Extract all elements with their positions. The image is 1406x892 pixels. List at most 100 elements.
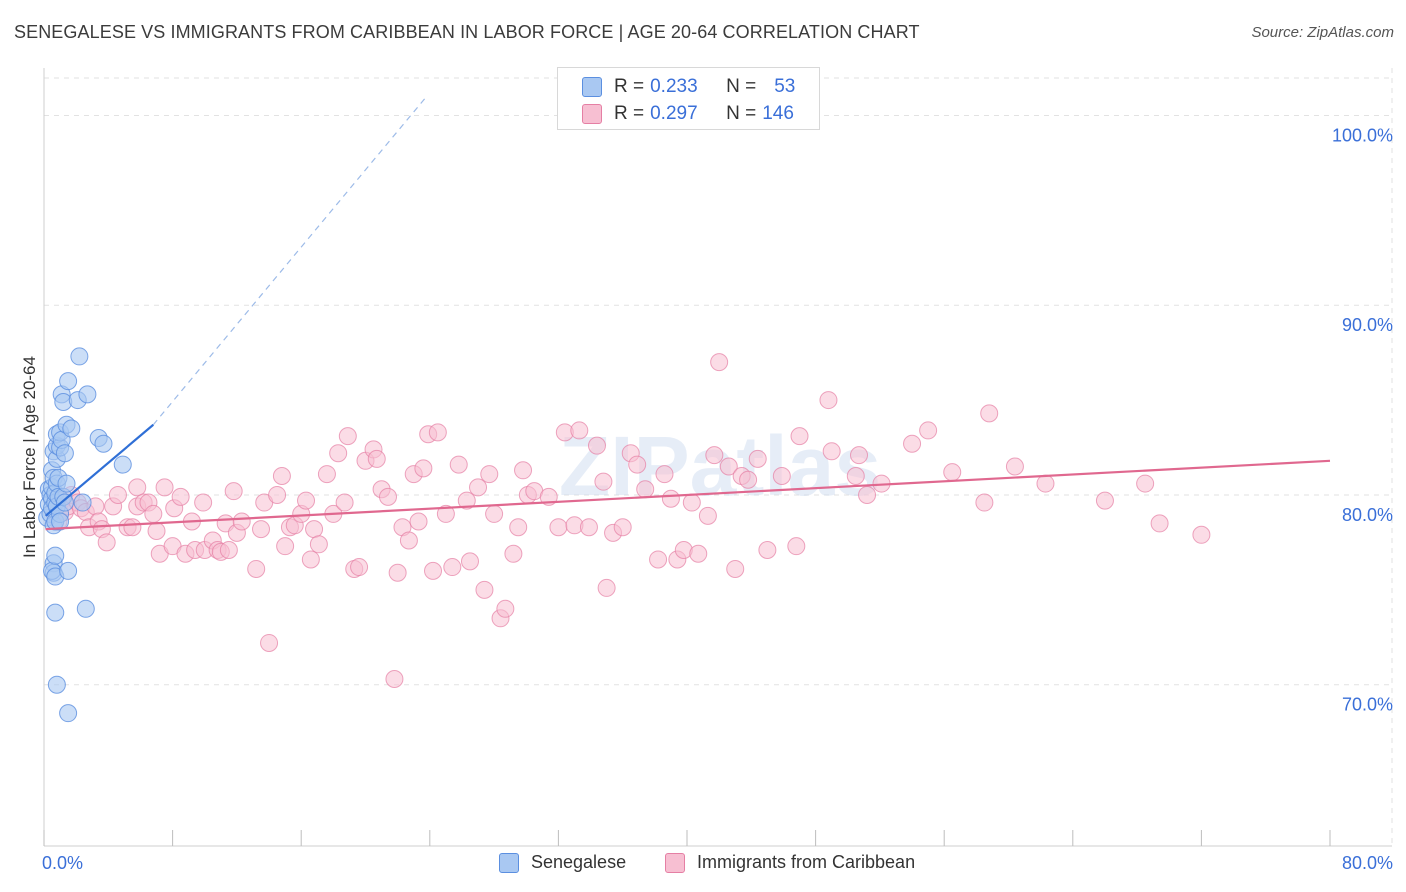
caribbean-point xyxy=(388,563,407,582)
legend-n-label: N = xyxy=(726,76,757,97)
caribbean-point xyxy=(367,449,386,468)
senegalese-point xyxy=(57,474,76,493)
legend-r-value: 0.233 xyxy=(650,76,698,97)
caribbean-point xyxy=(649,550,668,569)
caribbean-point xyxy=(485,504,504,523)
axis-layer xyxy=(43,68,1392,847)
senegalese-point xyxy=(76,599,95,618)
caribbean-point xyxy=(1136,474,1155,493)
caribbean-point xyxy=(443,558,462,577)
source-credit: Source: ZipAtlas.com xyxy=(1251,24,1394,41)
caribbean-point xyxy=(846,466,865,485)
caribbean-point xyxy=(252,520,271,539)
caribbean-point xyxy=(379,487,398,506)
caribbean-point xyxy=(705,446,724,465)
caribbean-point xyxy=(549,518,568,537)
caribbean-point xyxy=(850,446,869,465)
legend-r-value: 0.297 xyxy=(650,103,698,124)
caribbean-point xyxy=(317,465,336,484)
legend-swatch-caribbean xyxy=(665,852,685,873)
caribbean-point xyxy=(772,466,791,485)
caribbean-point xyxy=(338,427,357,446)
caribbean-point xyxy=(514,461,533,480)
y-tick-label: 90.0% xyxy=(1342,315,1393,335)
caribbean-point xyxy=(449,455,468,474)
caribbean-point xyxy=(790,427,809,446)
caribbean-point xyxy=(748,449,767,468)
caribbean-point xyxy=(903,434,922,453)
caribbean-point xyxy=(469,478,488,497)
caribbean-trend-line xyxy=(45,459,1331,531)
caribbean-point xyxy=(171,487,190,506)
caribbean-point xyxy=(726,559,745,578)
caribbean-point xyxy=(636,480,655,499)
caribbean-point xyxy=(268,485,287,504)
caribbean-point xyxy=(710,353,729,372)
x-tick-label: 0.0% xyxy=(42,853,83,873)
caribbean-point xyxy=(144,504,163,523)
legend-n-value: 53 xyxy=(774,76,796,97)
caribbean-point xyxy=(97,533,116,552)
caribbean-point xyxy=(428,423,447,442)
caribbean-point xyxy=(1150,514,1169,533)
caribbean-point xyxy=(943,463,962,482)
caribbean-point xyxy=(613,518,632,537)
senegalese-point xyxy=(70,347,89,366)
caribbean-point xyxy=(309,535,328,554)
caribbean-point xyxy=(509,518,528,537)
caribbean-point xyxy=(1095,491,1114,510)
caribbean-point xyxy=(297,491,316,510)
y-tick-label: 70.0% xyxy=(1342,695,1393,715)
series-caribbean-points xyxy=(44,353,1211,689)
caribbean-point xyxy=(570,421,589,440)
senegalese-point xyxy=(94,434,113,453)
caribbean-point xyxy=(224,482,243,501)
caribbean-point xyxy=(350,558,369,577)
caribbean-point xyxy=(682,493,701,512)
legend-item-senegalese: Senegalese xyxy=(499,852,626,873)
legend-swatch-senegalese xyxy=(582,77,602,97)
senegalese-point xyxy=(59,561,78,580)
series-legend: Senegalese Immigrants from Caribbean xyxy=(0,852,1406,876)
caribbean-point xyxy=(480,465,499,484)
caribbean-point xyxy=(628,455,647,474)
caribbean-point xyxy=(155,478,174,497)
caribbean-point xyxy=(329,444,348,463)
caribbean-point xyxy=(247,559,266,578)
caribbean-point xyxy=(409,512,428,531)
caribbean-point xyxy=(1036,474,1055,493)
caribbean-point xyxy=(457,491,476,510)
caribbean-point xyxy=(975,493,994,512)
legend-swatch-caribbean xyxy=(582,104,602,124)
caribbean-point xyxy=(147,522,166,541)
caribbean-point xyxy=(219,540,238,559)
senegalese-point xyxy=(113,455,132,474)
caribbean-point xyxy=(661,489,680,508)
legend-n-label: N = xyxy=(726,103,757,124)
caribbean-point xyxy=(232,512,251,531)
senegalese-point xyxy=(46,603,65,622)
caribbean-point xyxy=(858,485,877,504)
legend-r-label: R = xyxy=(614,103,645,124)
caribbean-point xyxy=(819,391,838,410)
senegalese-point xyxy=(55,444,74,463)
caribbean-point xyxy=(414,459,433,478)
legend-label-senegalese: Senegalese xyxy=(531,852,627,872)
caribbean-point xyxy=(1005,457,1024,476)
caribbean-point xyxy=(272,466,291,485)
senegalese-point xyxy=(59,704,78,723)
caribbean-point xyxy=(260,633,279,652)
senegalese-point xyxy=(46,546,65,565)
legend-swatch-senegalese xyxy=(499,852,519,873)
caribbean-point xyxy=(128,478,147,497)
caribbean-point xyxy=(305,520,324,539)
senegalese-point xyxy=(55,493,74,512)
caribbean-point xyxy=(504,544,523,563)
caribbean-point xyxy=(335,493,354,512)
senegalese-point xyxy=(78,385,97,404)
caribbean-point xyxy=(698,506,717,525)
senegalese-point xyxy=(59,372,78,391)
caribbean-point xyxy=(739,470,758,489)
series-senegalese-points xyxy=(38,347,132,723)
caribbean-point xyxy=(301,550,320,569)
